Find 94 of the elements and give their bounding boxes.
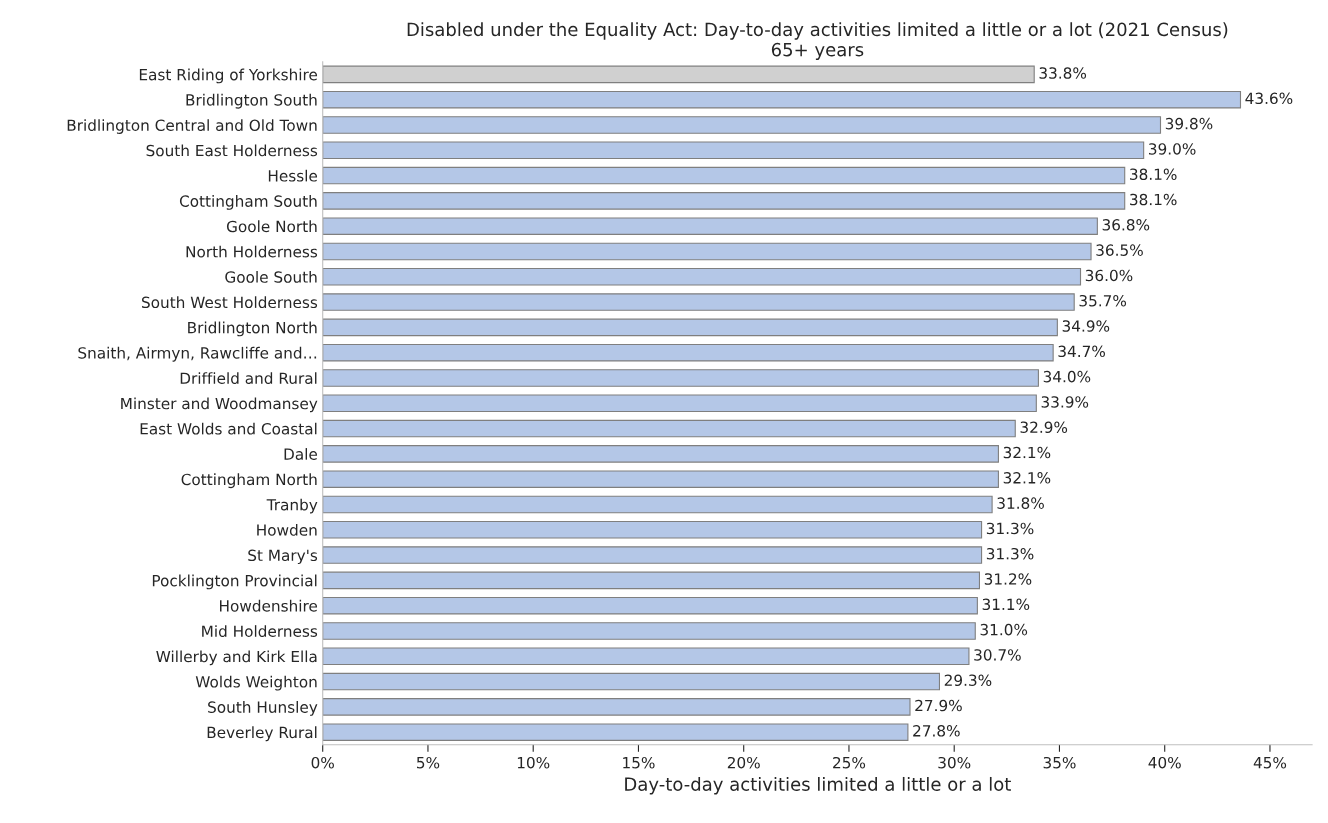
y-tick-label: Driffield and Rural	[180, 372, 317, 384]
x-tick-label: 0%	[311, 756, 334, 769]
y-tick-label: Howden	[257, 523, 317, 536]
bar	[322, 622, 976, 640]
data-label: 32.1%	[1003, 446, 1051, 459]
bar	[322, 90, 1242, 109]
y-tick-label: Pocklington Provincial	[152, 574, 317, 590]
x-tick-label: 5%	[417, 756, 440, 769]
data-label: 36.5%	[1096, 244, 1143, 256]
data-label: 33.9%	[1041, 396, 1089, 408]
y-tick-label: Snaith, Airmyn, Rawcliffe and…	[78, 346, 317, 362]
x-tick-label: 15%	[623, 756, 655, 769]
data-label: 27.8%	[913, 725, 960, 737]
x-tick-label: 10%	[517, 756, 550, 769]
bar	[322, 419, 1016, 438]
x-axis-title: Day-to-day activities limited a little or a lot	[625, 776, 1011, 795]
data-label: 35.7%	[1079, 294, 1127, 307]
x-tick-label: 20%	[727, 756, 760, 769]
data-label: 36.0%	[1085, 269, 1133, 282]
bar	[322, 596, 978, 615]
x-tick-label: 25%	[833, 756, 866, 769]
y-tick-label: East Wolds and Coastal	[140, 422, 317, 435]
data-label: 34.9%	[1062, 320, 1110, 332]
y-tick-label: Goole North	[226, 220, 317, 233]
data-label: 34.0%	[1043, 370, 1091, 383]
data-label: 39.0%	[1148, 143, 1196, 155]
bar	[322, 394, 1037, 413]
bar	[322, 520, 983, 539]
y-tick-label: South West Holderness	[141, 296, 318, 309]
bar	[322, 116, 1162, 134]
bar	[322, 546, 983, 564]
bar	[322, 445, 999, 463]
data-label: 33.8%	[1039, 67, 1087, 79]
bar	[322, 242, 1092, 261]
chart-title: Disabled under the Equality Act: Day-to-day activities limited a little or a lot (2021 Census)	[407, 22, 1228, 40]
data-label: 39.8%	[1165, 117, 1213, 130]
bar	[322, 192, 1126, 210]
y-tick-label: Cottingham North	[181, 473, 317, 489]
data-label: 38.1%	[1130, 168, 1177, 181]
bar	[322, 369, 1039, 387]
x-tick-label: 45%	[1253, 756, 1287, 769]
data-label: 29.3%	[944, 674, 992, 686]
bar	[322, 166, 1126, 185]
x-tick-label: 40%	[1148, 756, 1181, 769]
y-tick-label: St Mary's	[248, 549, 318, 565]
bar	[322, 343, 1054, 362]
y-tick-label: Bridlington Central and Old Town	[67, 119, 317, 134]
y-tick-label: Wolds Weighton	[195, 675, 317, 691]
data-label: 32.9%	[1020, 421, 1068, 433]
bar	[322, 318, 1058, 337]
y-tick-label: Cottingham South	[179, 195, 317, 210]
data-label: 31.1%	[982, 598, 1030, 611]
y-tick-label: East Riding of Yorkshire	[139, 68, 318, 84]
y-tick-label: South East Holderness	[146, 144, 318, 157]
data-label: 32.1%	[1003, 472, 1051, 484]
y-tick-label: North Holderness	[186, 245, 318, 258]
bar	[322, 470, 999, 488]
bar	[322, 293, 1075, 311]
y-tick-label: Minster and Woodmansey	[121, 397, 318, 413]
data-label: 36.8%	[1102, 219, 1150, 231]
bar	[322, 495, 993, 514]
y-tick-label: Willerby and Kirk Ella	[156, 650, 317, 666]
y-tick-label: Beverley Rural	[207, 726, 317, 742]
data-label: 34.7%	[1058, 345, 1105, 358]
data-label: 27.9%	[915, 699, 962, 712]
y-tick-label: Goole South	[225, 270, 317, 283]
y-tick-label: South Hunsley	[208, 701, 318, 716]
y-tick-label: Dale	[284, 448, 318, 460]
bar	[322, 672, 941, 691]
data-label: 31.3%	[986, 547, 1034, 560]
bar	[322, 723, 909, 741]
y-tick-label: Bridlington South	[186, 93, 317, 109]
y-tick-label: Howdenshire	[220, 599, 318, 612]
y-tick-label: Hessle	[268, 169, 318, 182]
data-label: 30.7%	[974, 649, 1021, 661]
data-label: 43.6%	[1245, 92, 1293, 105]
x-tick-label: 30%	[938, 756, 971, 769]
bar	[322, 65, 1035, 84]
chart-subtitle: 65+ years	[771, 42, 864, 60]
data-label: 31.3%	[986, 522, 1034, 535]
data-label: 31.8%	[997, 497, 1044, 509]
bar	[322, 217, 1098, 235]
bar	[322, 698, 911, 716]
y-tick-label: Mid Holderness	[202, 625, 318, 637]
bar	[322, 267, 1082, 286]
data-label: 38.1%	[1130, 193, 1177, 206]
bar	[322, 647, 970, 666]
bar	[322, 141, 1145, 160]
x-tick-label: 35%	[1043, 756, 1076, 769]
y-tick-label: Bridlington North	[188, 321, 317, 337]
data-label: 31.2%	[984, 573, 1032, 585]
y-tick-label: Tranby	[266, 498, 318, 514]
data-label: 31.0%	[980, 623, 1028, 636]
bar	[322, 571, 981, 590]
